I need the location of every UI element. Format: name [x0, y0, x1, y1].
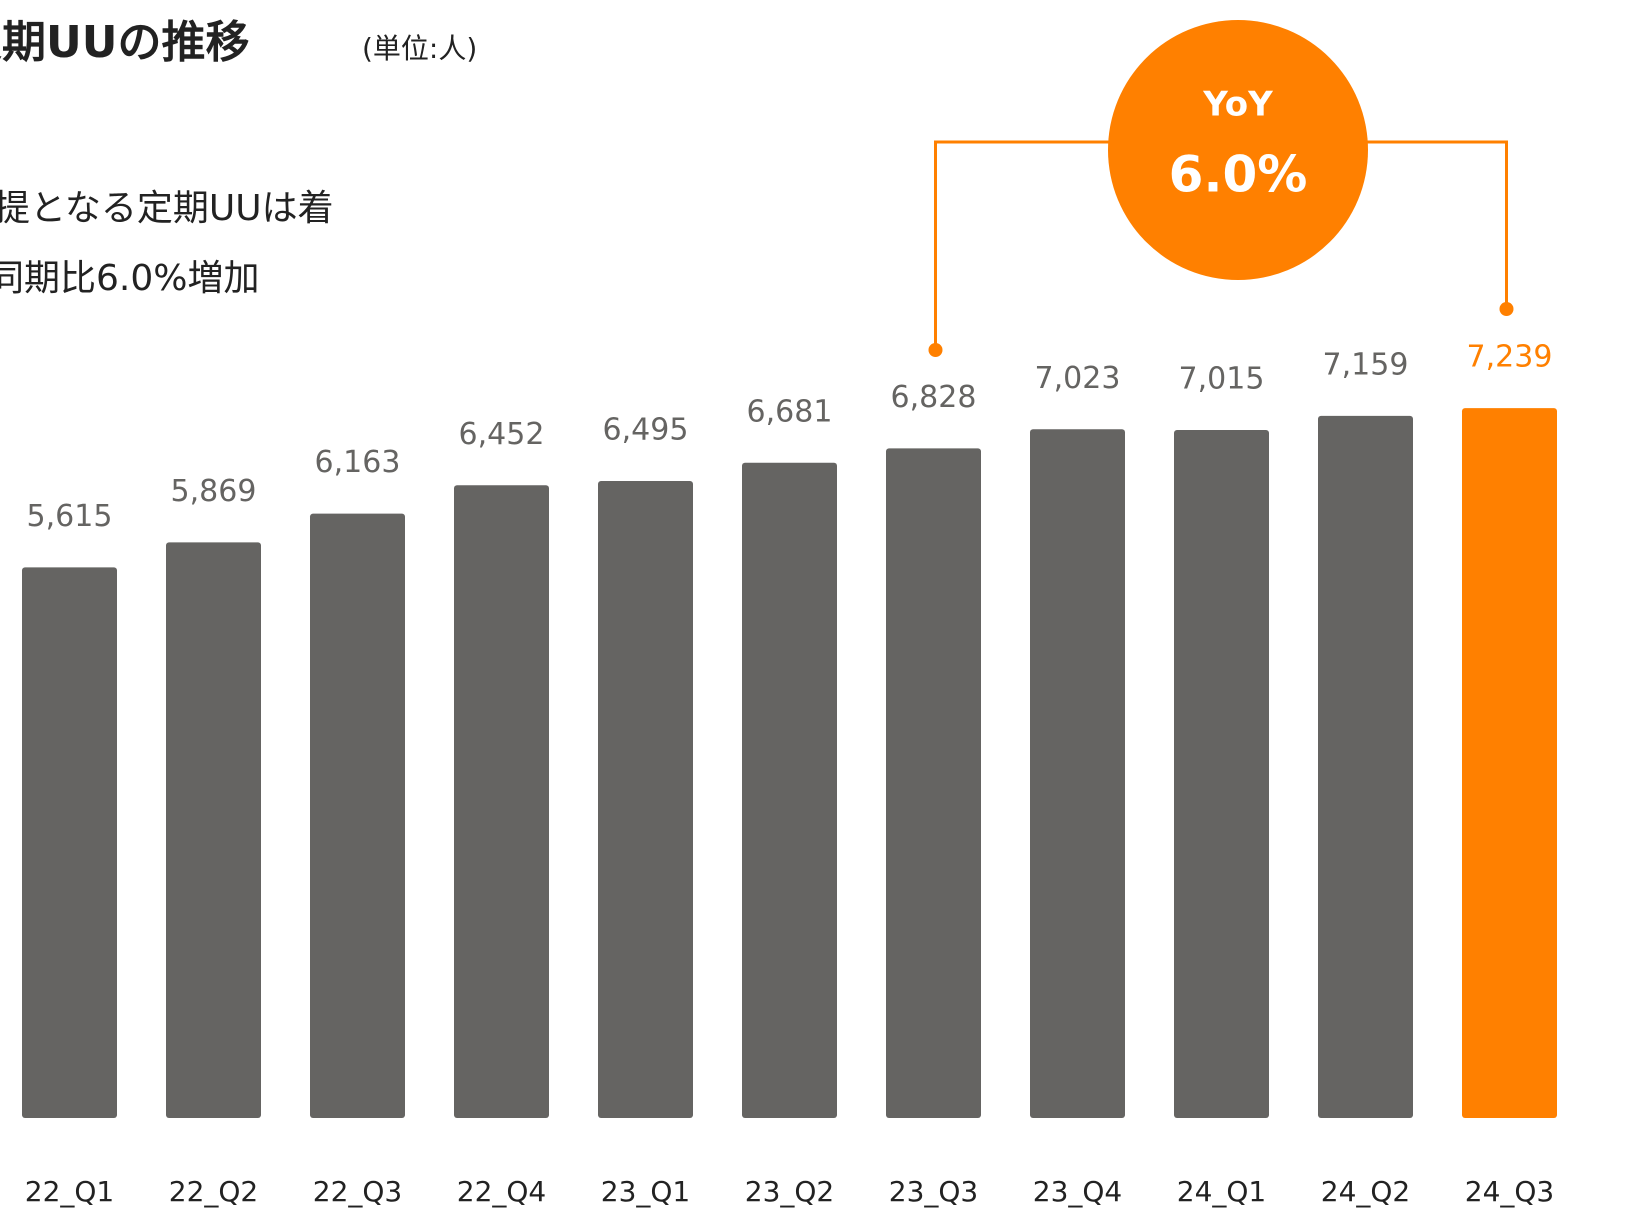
- value-label: 7,015: [1179, 362, 1265, 397]
- value-label: 6,163: [315, 445, 401, 480]
- chart-title: 定期UUの推移: [0, 17, 249, 68]
- value-label: 6,452: [459, 417, 545, 452]
- x-tick-label: 24_Q1: [1177, 1175, 1266, 1208]
- value-label: 6,495: [603, 413, 689, 448]
- x-tick-label: 22_Q4: [457, 1175, 546, 1208]
- body-text: 提となる定期UUは着: [0, 188, 334, 229]
- annotation-dot: [928, 343, 943, 357]
- value-label: 7,023: [1035, 361, 1121, 396]
- x-tick-label: 23_Q1: [601, 1175, 690, 1208]
- bar: [598, 481, 693, 1119]
- x-tick-label: 22_Q2: [169, 1175, 258, 1208]
- bar: [22, 567, 117, 1118]
- annotation-badge: [1108, 20, 1368, 280]
- x-tick-label: 23_Q4: [1033, 1175, 1122, 1208]
- x-tick-label: 24_Q3: [1465, 1175, 1554, 1208]
- bar: [742, 462, 837, 1118]
- bar: [166, 542, 261, 1118]
- annotation-label: YoY: [1202, 85, 1273, 125]
- x-tick-label: 22_Q3: [313, 1175, 402, 1208]
- x-tick-label: 23_Q2: [745, 1175, 834, 1208]
- value-label: 6,681: [747, 394, 833, 429]
- chart-subtitle: (単位:人): [362, 32, 477, 65]
- bar: [886, 448, 981, 1118]
- bar: [310, 513, 405, 1118]
- annotation-value: 6.0%: [1169, 146, 1308, 204]
- bar: [1462, 408, 1557, 1118]
- value-label: 6,828: [891, 380, 977, 415]
- bar: [454, 485, 549, 1118]
- x-tick-label: 23_Q3: [889, 1175, 978, 1208]
- body-text: 同期比6.0%増加: [0, 258, 259, 299]
- x-tick-label: 24_Q2: [1321, 1175, 1410, 1208]
- bar: [1318, 415, 1413, 1118]
- value-label: 5,869: [171, 474, 257, 509]
- annotation-dot: [1499, 302, 1514, 316]
- value-label: 7,239: [1467, 340, 1553, 375]
- x-tick-label: 22_Q1: [25, 1175, 114, 1208]
- bar: [1030, 429, 1125, 1118]
- value-label: 7,159: [1323, 347, 1409, 382]
- bar: [1174, 430, 1269, 1118]
- value-label: 5,615: [27, 499, 113, 534]
